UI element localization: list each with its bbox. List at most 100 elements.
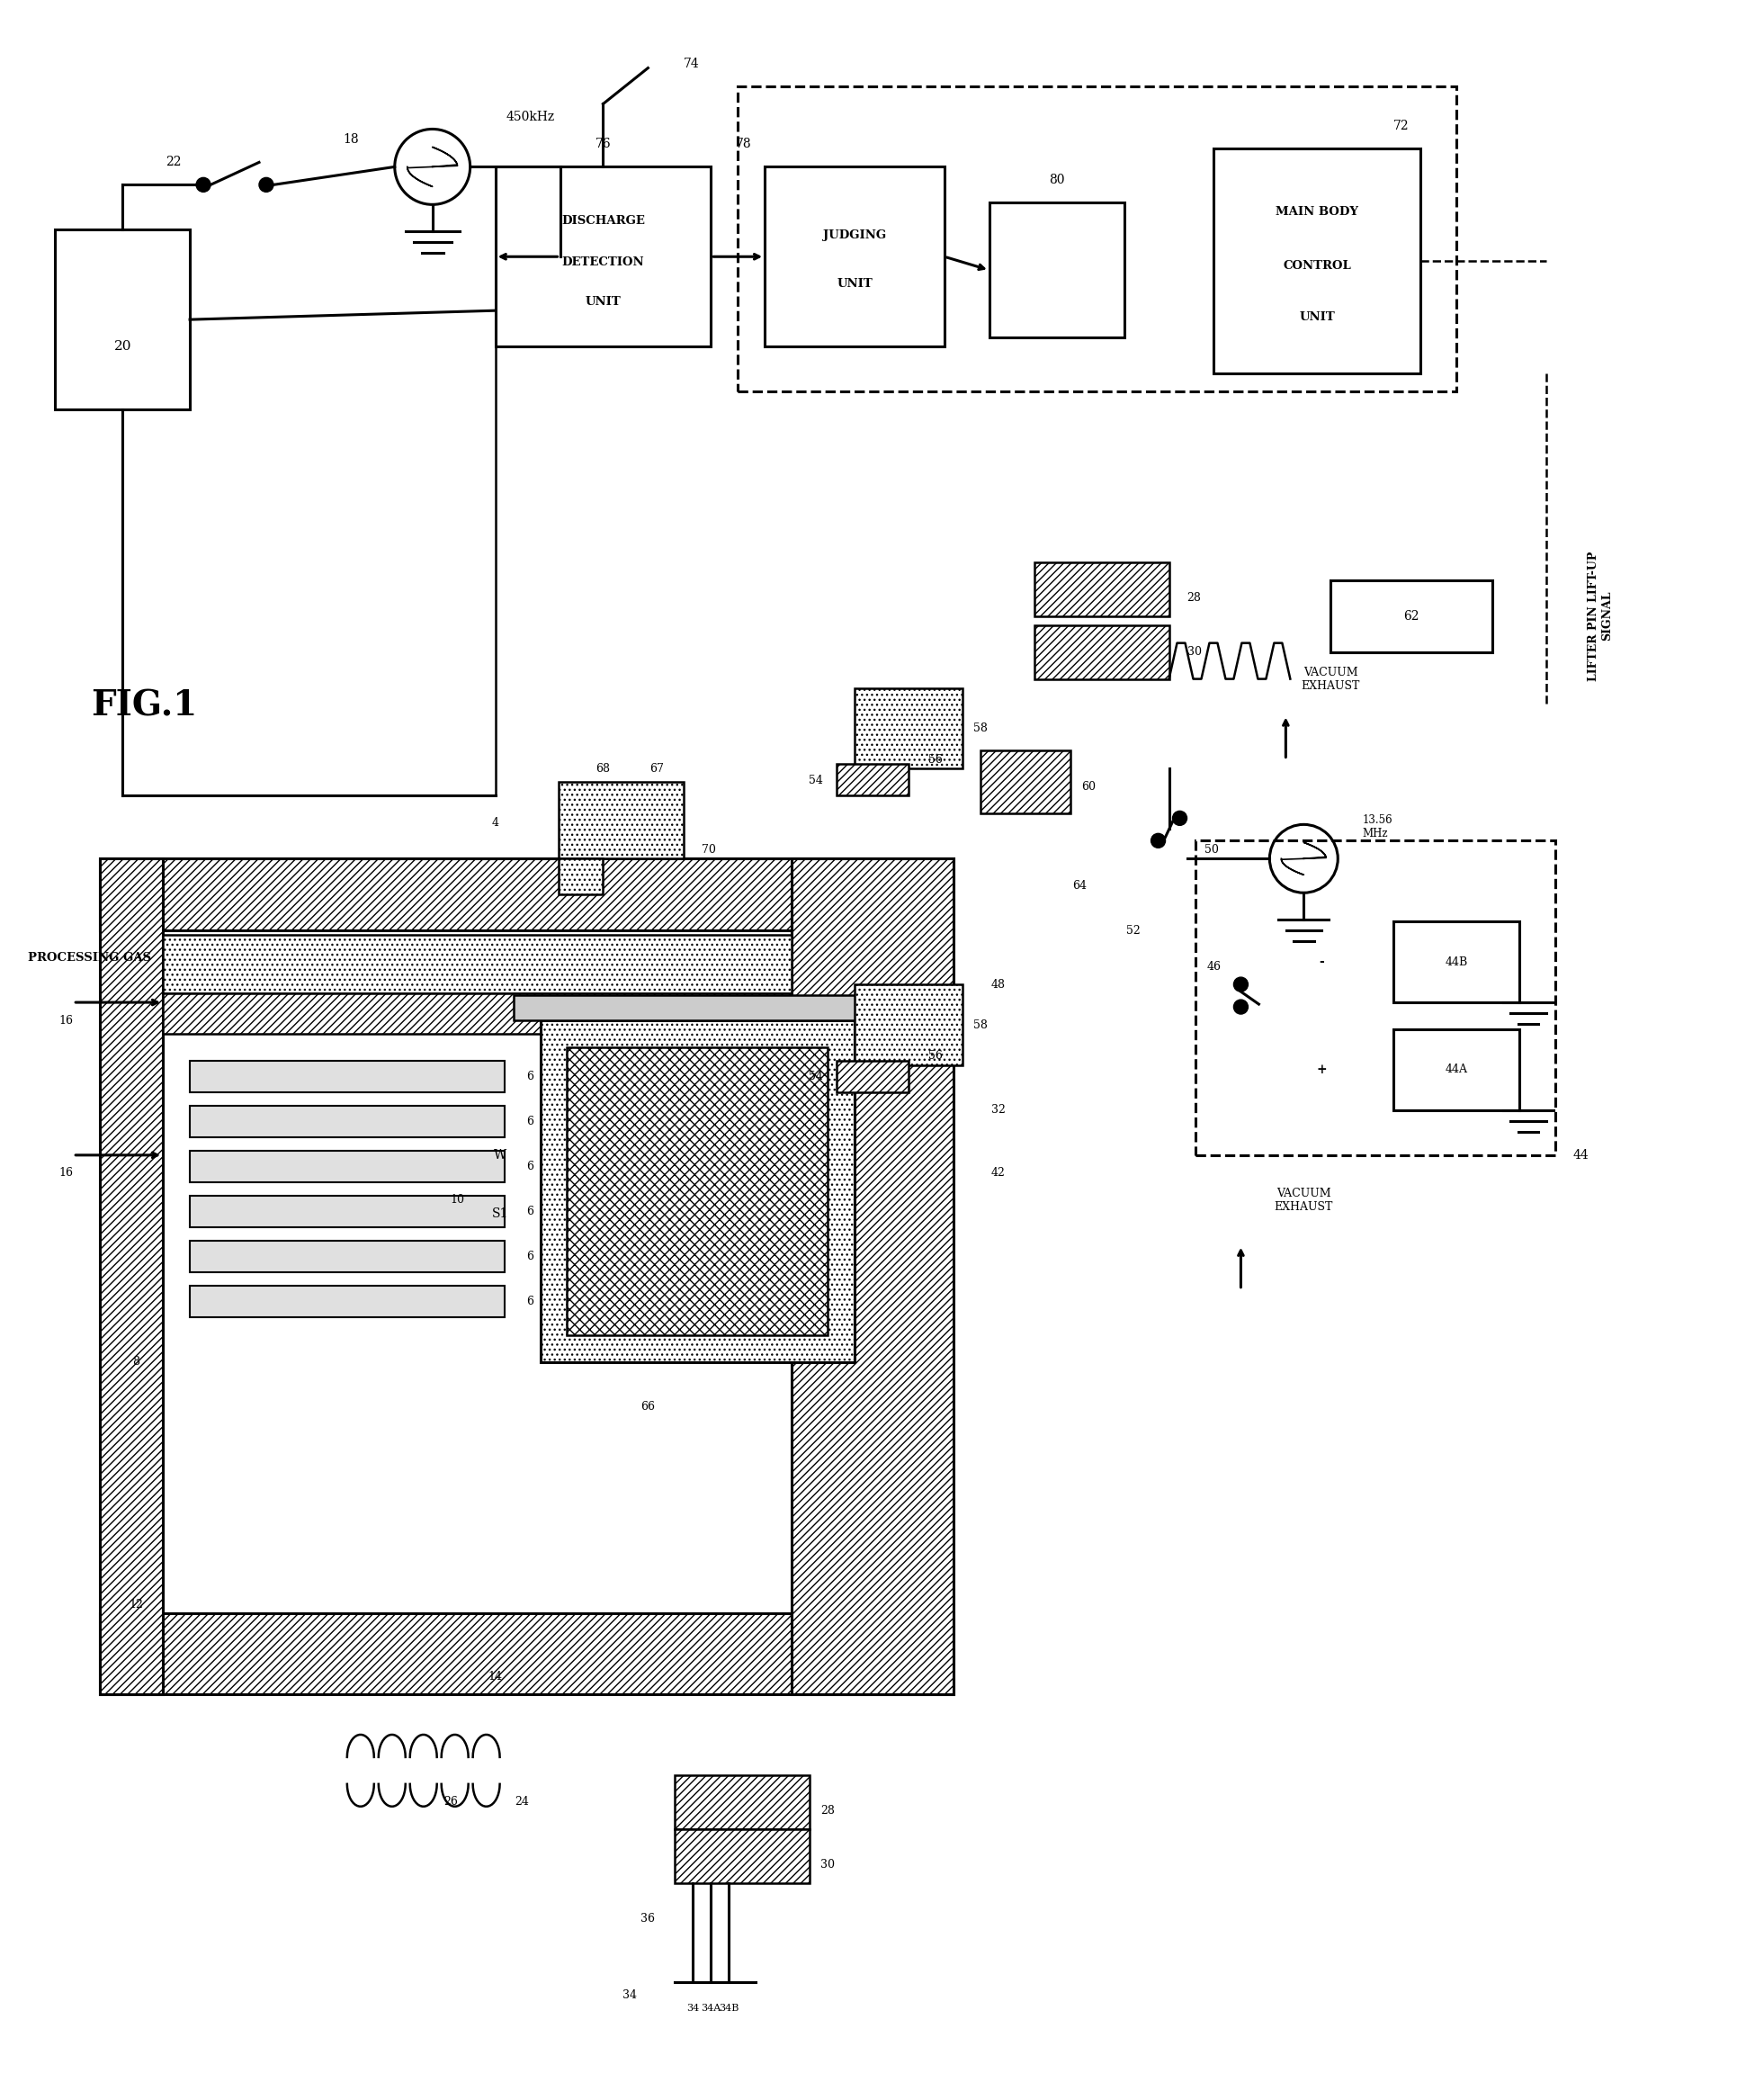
Bar	[558, 783, 684, 859]
Bar	[190, 1285, 504, 1317]
Text: 56: 56	[928, 754, 942, 766]
Text: 18: 18	[342, 134, 358, 147]
Text: 28: 28	[1186, 592, 1200, 605]
Text: 36: 36	[641, 1913, 655, 1926]
Text: 6: 6	[526, 1205, 534, 1218]
Text: 58: 58	[974, 1018, 988, 1031]
Text: UNIT: UNIT	[837, 277, 872, 290]
Text: 52: 52	[1127, 924, 1141, 937]
Circle shape	[197, 179, 211, 191]
Bar	[190, 1107, 504, 1138]
Text: CONTROL: CONTROL	[1283, 260, 1351, 271]
Text: 32: 32	[992, 1105, 1006, 1115]
Bar	[837, 1060, 909, 1092]
Text: 42: 42	[992, 1168, 1006, 1178]
Text: MAIN BODY: MAIN BODY	[1276, 206, 1358, 218]
Text: 66: 66	[641, 1401, 655, 1413]
Circle shape	[1151, 834, 1165, 848]
Bar	[676, 1774, 809, 1829]
Text: 6: 6	[526, 1071, 534, 1084]
Bar	[541, 1021, 855, 1361]
Bar	[765, 166, 944, 346]
Text: 48: 48	[992, 979, 1006, 991]
Text: 68: 68	[597, 762, 611, 775]
Text: DISCHARGE: DISCHARGE	[562, 214, 644, 227]
Bar	[676, 1829, 809, 1884]
Text: 4: 4	[491, 817, 498, 830]
Bar	[190, 1151, 504, 1182]
Text: JUDGING: JUDGING	[823, 229, 886, 242]
Text: LIFTER PIN LIFT-UP
SIGNAL: LIFTER PIN LIFT-UP SIGNAL	[1588, 550, 1613, 680]
Text: 74: 74	[684, 57, 700, 69]
Text: FIG.1: FIG.1	[91, 689, 198, 722]
Bar	[567, 1048, 828, 1336]
Text: 10: 10	[451, 1195, 465, 1205]
Text: 34: 34	[686, 2003, 698, 2014]
Text: 44A: 44A	[1444, 1065, 1467, 1075]
Text: VACUUM
EXHAUST: VACUUM EXHAUST	[1300, 666, 1360, 691]
Text: 450kHz: 450kHz	[505, 111, 555, 124]
Text: 54: 54	[809, 775, 823, 785]
Text: 34: 34	[623, 1989, 637, 2001]
Bar	[54, 229, 190, 410]
Bar	[558, 859, 604, 895]
Bar	[855, 689, 962, 769]
Bar	[1330, 580, 1492, 651]
Text: 12: 12	[128, 1598, 144, 1611]
Text: 80: 80	[1049, 174, 1065, 187]
Text: 67: 67	[649, 762, 663, 775]
Text: 28: 28	[821, 1806, 835, 1816]
Text: +: +	[1316, 1063, 1327, 1075]
Text: 20: 20	[114, 340, 132, 353]
Bar	[163, 935, 792, 993]
Text: 34A: 34A	[700, 2003, 721, 2014]
Circle shape	[1172, 811, 1186, 825]
Bar	[1034, 563, 1169, 615]
Bar	[190, 1060, 504, 1092]
Text: 60: 60	[1081, 781, 1095, 792]
Bar	[737, 86, 1457, 391]
Text: 44B: 44B	[1444, 956, 1467, 968]
Text: 13.56
MHz: 13.56 MHz	[1362, 815, 1392, 840]
Text: 26: 26	[444, 1796, 458, 1808]
Text: 62: 62	[1404, 609, 1420, 622]
Bar	[163, 993, 792, 1033]
Bar	[1195, 840, 1555, 1155]
Circle shape	[1234, 976, 1248, 991]
Text: 78: 78	[735, 139, 751, 151]
Text: 8: 8	[132, 1357, 140, 1367]
Text: DETECTION: DETECTION	[562, 256, 644, 269]
Text: S1: S1	[491, 1208, 507, 1220]
Text: 6: 6	[526, 1115, 534, 1128]
Text: 46: 46	[1207, 960, 1221, 972]
Text: 50: 50	[1206, 844, 1220, 855]
Text: 70: 70	[702, 844, 716, 855]
Text: W: W	[493, 1149, 505, 1161]
Bar	[190, 1195, 504, 1226]
Text: UNIT: UNIT	[1299, 311, 1336, 323]
Text: -: -	[1320, 956, 1325, 968]
Bar	[190, 1241, 504, 1273]
Text: 24: 24	[516, 1796, 530, 1808]
Bar	[981, 752, 1071, 813]
Text: 34B: 34B	[720, 2003, 739, 2014]
Text: PROCESSING GAS: PROCESSING GAS	[28, 951, 151, 964]
Text: 44: 44	[1572, 1149, 1590, 1161]
Bar	[1393, 1029, 1520, 1111]
Text: 56: 56	[928, 1050, 942, 1063]
Text: VACUUM
EXHAUST: VACUUM EXHAUST	[1274, 1186, 1334, 1212]
Text: 6: 6	[526, 1296, 534, 1308]
Text: UNIT: UNIT	[584, 296, 621, 307]
Bar	[837, 764, 909, 796]
Circle shape	[260, 179, 274, 191]
Bar	[100, 859, 953, 930]
Text: 30: 30	[820, 1859, 835, 1871]
Text: 76: 76	[595, 139, 611, 151]
Bar	[1034, 626, 1169, 678]
Bar	[990, 204, 1123, 338]
Text: 72: 72	[1393, 120, 1409, 132]
Text: 58: 58	[974, 722, 988, 735]
Text: 16: 16	[58, 1168, 74, 1178]
Text: 54: 54	[809, 1071, 823, 1084]
Bar	[495, 166, 711, 346]
